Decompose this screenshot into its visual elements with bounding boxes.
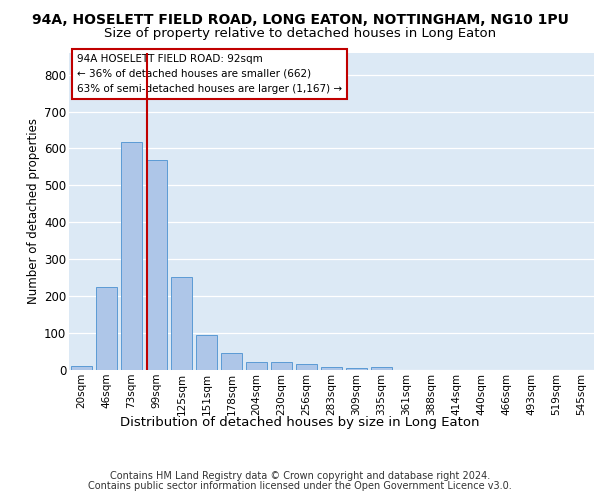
- Bar: [146, 160, 167, 370]
- Bar: [296, 364, 317, 370]
- Text: 94A, HOSELETT FIELD ROAD, LONG EATON, NOTTINGHAM, NG10 1PU: 94A, HOSELETT FIELD ROAD, LONG EATON, NO…: [32, 12, 568, 26]
- Bar: [171, 277, 192, 370]
- Bar: [246, 362, 267, 370]
- Bar: [321, 367, 342, 370]
- Bar: [96, 287, 117, 370]
- Bar: [271, 362, 292, 370]
- Bar: [346, 368, 367, 370]
- Bar: [196, 335, 217, 370]
- Bar: [371, 367, 392, 370]
- Text: Distribution of detached houses by size in Long Eaton: Distribution of detached houses by size …: [120, 416, 480, 429]
- Text: Contains HM Land Registry data © Crown copyright and database right 2024.: Contains HM Land Registry data © Crown c…: [110, 471, 490, 481]
- Text: Size of property relative to detached houses in Long Eaton: Size of property relative to detached ho…: [104, 28, 496, 40]
- Y-axis label: Number of detached properties: Number of detached properties: [27, 118, 40, 304]
- Bar: [71, 366, 92, 370]
- Bar: [221, 354, 242, 370]
- Text: Contains public sector information licensed under the Open Government Licence v3: Contains public sector information licen…: [88, 481, 512, 491]
- Text: 94A HOSELETT FIELD ROAD: 92sqm
← 36% of detached houses are smaller (662)
63% of: 94A HOSELETT FIELD ROAD: 92sqm ← 36% of …: [77, 54, 342, 94]
- Bar: [121, 142, 142, 370]
